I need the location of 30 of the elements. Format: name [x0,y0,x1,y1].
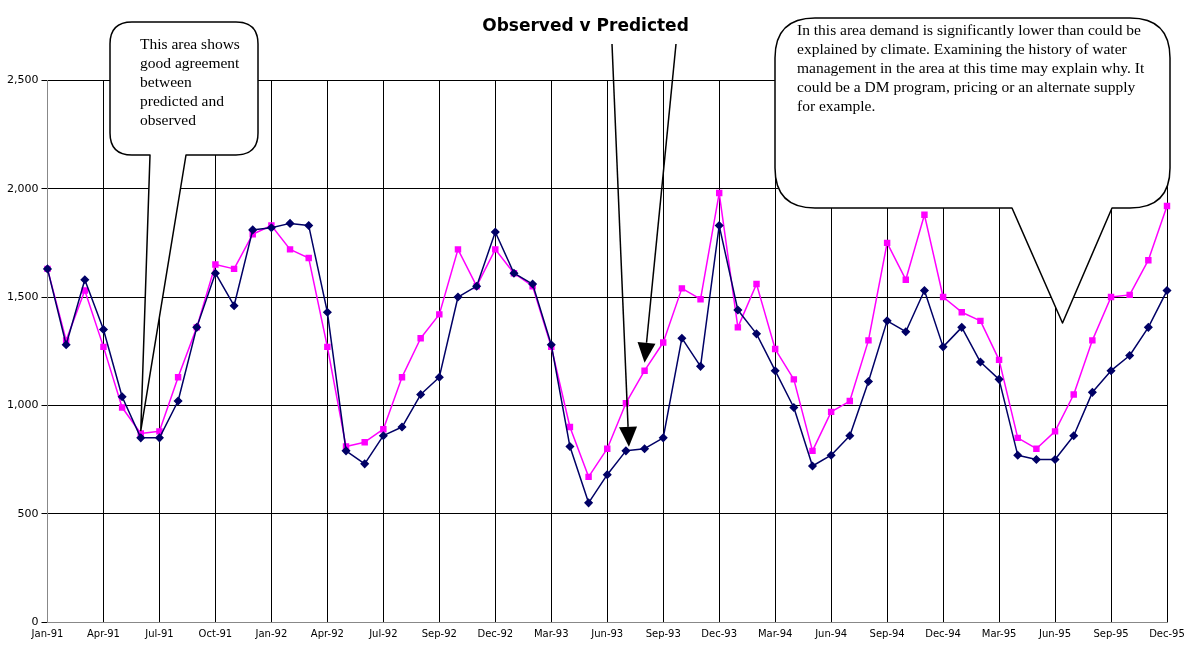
y-tick-label: 1,500 [6,289,39,303]
x-tick-label: Jul-92 [368,627,398,639]
x-tick-label: Mar-93 [533,627,569,639]
x-tick-label: Sep-93 [645,627,681,639]
x-tick-label: Apr-91 [86,627,120,639]
x-tick-label: Mar-94 [757,627,793,639]
x-tick-label: Jun-95 [1038,627,1072,639]
x-tick-label: Jan-92 [254,627,288,639]
y-tick-label: 0 [31,614,39,628]
x-tick-label: Dec-93 [701,627,738,639]
y-tick-label: 500 [17,506,39,520]
x-tick-label: Apr-92 [310,627,344,639]
y-tick-label: 1,000 [6,398,39,412]
x-tick-label: Oct-91 [198,627,233,639]
y-tick-label: 2,500 [6,73,39,87]
x-tick-label: Mar-95 [981,627,1017,639]
annotation: This area shows good agreement between predicted and observed [140,34,241,129]
x-tick-label: Sep-95 [1093,627,1129,639]
y-tick-label: 2,000 [6,181,39,195]
x-tick-label: Dec-92 [477,627,514,639]
x-tick-label: Jan-91 [30,627,64,639]
x-tick-label: Jul-91 [144,627,174,639]
x-tick-label: Jun-94 [814,627,848,639]
x-tick-label: Sep-92 [421,627,457,639]
x-tick-label: Jun-93 [590,627,624,639]
chart-title: Observed v Predicted [482,14,689,35]
x-tick-label: Sep-94 [869,627,905,639]
annotation: In this area demand is significantly lower than could be explained by climate. Examining the history of water management in the area at this time may explain why. It could be a DM program, pricing or an alternate supply for example. [797,20,1146,115]
x-tick-label: Dec-95 [1149,627,1185,639]
x-tick-label: Dec-94 [925,627,961,639]
